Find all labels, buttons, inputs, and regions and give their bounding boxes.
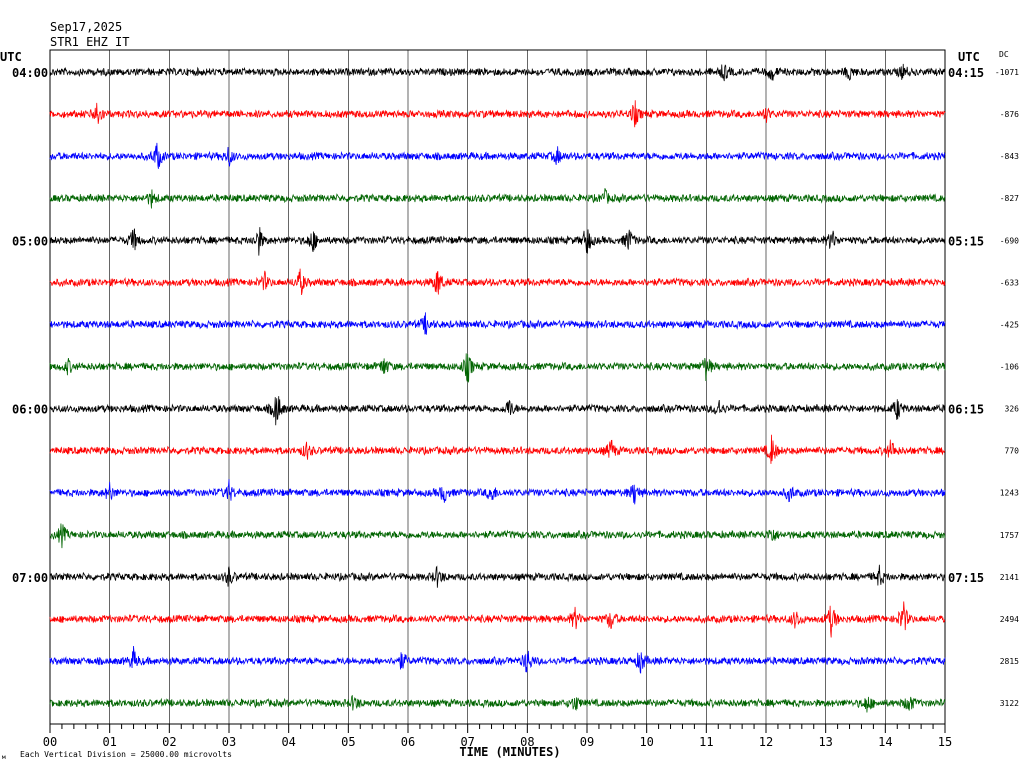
chart-date: Sep17,2025 — [50, 20, 123, 34]
trace-10 — [49, 479, 946, 505]
left-time-label: 04:00 — [12, 66, 48, 80]
x-tick-label-15: 15 — [938, 735, 952, 749]
trace-group — [49, 63, 946, 713]
dc-offset-label: 326 — [1005, 405, 1020, 414]
trace-9 — [49, 434, 946, 464]
dc-offset-label: -843 — [1000, 152, 1019, 161]
trace-8 — [49, 396, 946, 426]
dc-offset-label: 3122 — [1000, 699, 1019, 708]
trace-1 — [49, 100, 946, 128]
trace-2 — [49, 142, 946, 169]
corner-mark: м — [2, 754, 6, 761]
dc-offset-label: 1757 — [1000, 531, 1019, 540]
trace-0 — [49, 63, 946, 82]
dc-offset-labels: -1071 -876 -843 -827 -690 -633 -425 -106 326 770 1… — [995, 68, 1019, 708]
x-tick-label-09: 09 — [580, 735, 594, 749]
footer-note: Each Vertical Division = 25000.00 microv… — [20, 750, 232, 759]
dc-offset-label: 2141 — [1000, 573, 1019, 582]
x-tick-label-08: 08 — [520, 735, 534, 749]
x-tick-label-14: 14 — [878, 735, 892, 749]
right-time-label: 07:15 — [948, 571, 984, 585]
right-time-label: 06:15 — [948, 403, 984, 417]
trace-14 — [49, 646, 946, 674]
right-time-labels: 04:15 05:15 06:15 07:15 — [948, 66, 984, 585]
left-time-labels: 04:00 05:00 06:00 07:00 — [12, 66, 48, 585]
trace-3 — [49, 188, 946, 209]
right-time-label: 04:15 — [948, 66, 984, 80]
x-tick-label-12: 12 — [759, 735, 773, 749]
x-tick-label-07: 07 — [460, 735, 474, 749]
dc-offset-label: -425 — [1000, 320, 1019, 329]
trace-7 — [49, 353, 946, 384]
dc-offset-label: -827 — [1000, 194, 1019, 203]
trace-6 — [49, 312, 946, 335]
dc-offset-label: -876 — [1000, 110, 1019, 119]
trace-15 — [49, 694, 946, 713]
x-tick-label-04: 04 — [281, 735, 295, 749]
x-axis-title: TIME (MINUTES) — [459, 745, 560, 759]
dc-offset-label: 770 — [1005, 447, 1020, 456]
dc-offset-label: 2815 — [1000, 657, 1019, 666]
x-tick-label-03: 03 — [222, 735, 236, 749]
trace-5 — [49, 268, 946, 296]
right-utc-label: UTC — [958, 50, 980, 64]
x-tick-label-13: 13 — [818, 735, 832, 749]
trace-11 — [49, 523, 946, 549]
x-tick-label-06: 06 — [401, 735, 415, 749]
plot-frame — [49, 49, 946, 725]
x-tick-label-00: 00 — [43, 735, 57, 749]
x-axis: 00 01 02 03 04 05 06 07 08 09 10 11 12 13 14 15 — [43, 724, 952, 749]
left-time-label: 05:00 — [12, 234, 48, 248]
x-tick-label-05: 05 — [341, 735, 355, 749]
trace-12 — [49, 564, 946, 588]
dc-offset-label: 1243 — [1000, 489, 1019, 498]
x-tick-label-10: 10 — [639, 735, 653, 749]
x-tick-label-01: 01 — [102, 735, 116, 749]
dc-header-label: DC — [999, 50, 1009, 59]
left-utc-label: UTC — [0, 50, 22, 64]
trace-13 — [49, 601, 946, 638]
dc-offset-label: 2494 — [1000, 615, 1019, 624]
x-tick-label-02: 02 — [162, 735, 176, 749]
left-time-label: 06:00 — [12, 403, 48, 417]
dc-offset-label: -633 — [1000, 278, 1019, 287]
right-time-label: 05:15 — [948, 234, 984, 248]
dc-offset-label: -106 — [1000, 362, 1019, 371]
chart-station: STR1 EHZ IT — [50, 35, 130, 49]
dc-offset-label: -1071 — [995, 68, 1019, 77]
minute-gridlines — [49, 49, 946, 725]
x-tick-label-11: 11 — [699, 735, 713, 749]
dc-offset-label: -690 — [1000, 236, 1019, 245]
left-time-label: 07:00 — [12, 571, 48, 585]
trace-4 — [49, 227, 946, 256]
